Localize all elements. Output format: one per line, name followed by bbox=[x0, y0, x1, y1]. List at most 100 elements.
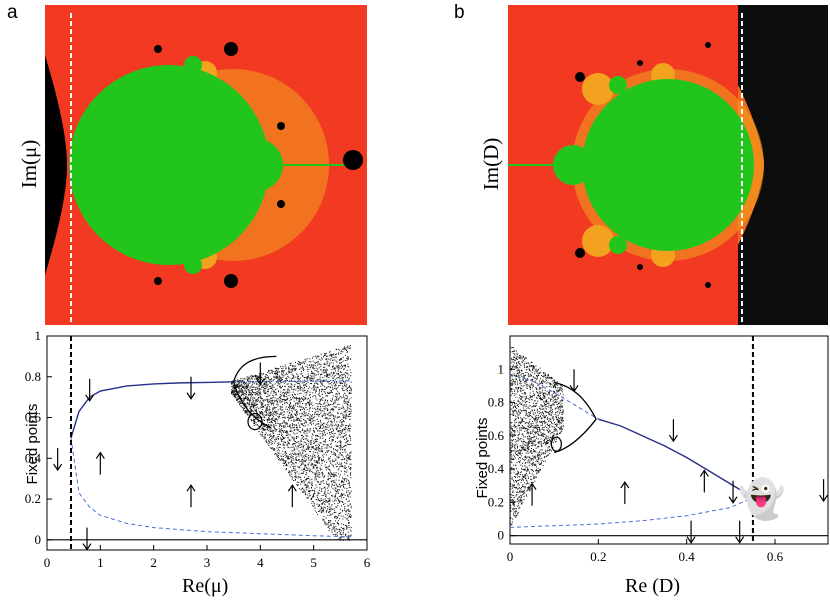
chaos-dot bbox=[289, 372, 291, 374]
chaos-dot bbox=[522, 427, 524, 429]
chaos-dot bbox=[514, 409, 516, 411]
chaos-dot bbox=[311, 417, 313, 419]
chaos-dot bbox=[325, 352, 327, 354]
chaos-dot bbox=[253, 421, 255, 423]
chaos-dot bbox=[526, 404, 528, 406]
chaos-dot bbox=[520, 395, 522, 397]
chaos-dot bbox=[313, 368, 315, 370]
chaos-dot bbox=[350, 472, 352, 474]
chaos-dot bbox=[236, 384, 238, 386]
chaos-dot bbox=[513, 405, 515, 407]
chaos-dot bbox=[340, 374, 342, 376]
chaos-dot bbox=[344, 364, 346, 366]
chaos-dot bbox=[342, 510, 344, 512]
chaos-dot bbox=[260, 400, 262, 402]
chaos-dot bbox=[231, 386, 233, 388]
chaos-dot bbox=[322, 501, 324, 503]
chaos-dot bbox=[517, 498, 519, 500]
chaos-dot bbox=[286, 399, 288, 401]
chaos-dot bbox=[321, 373, 323, 375]
chaos-dot bbox=[308, 475, 310, 477]
chaos-dot bbox=[327, 369, 328, 371]
chaos-dot bbox=[238, 384, 240, 386]
chaos-dot bbox=[239, 392, 240, 394]
chaos-dot bbox=[263, 426, 265, 428]
chaos-dot bbox=[294, 437, 296, 439]
chaos-dot bbox=[288, 404, 290, 406]
chaos-dot bbox=[276, 398, 278, 400]
chaos-dot bbox=[521, 392, 523, 394]
chaos-dot bbox=[294, 465, 296, 467]
chaos-dot bbox=[300, 420, 302, 422]
chaos-dot bbox=[274, 453, 276, 455]
chaos-dot bbox=[313, 496, 315, 498]
chaos-dot bbox=[282, 436, 284, 438]
chaos-dot bbox=[308, 495, 310, 497]
chaos-dot bbox=[321, 414, 323, 416]
chaos-dot bbox=[262, 415, 264, 417]
chaos-dot bbox=[247, 402, 248, 404]
chaos-dot bbox=[345, 441, 347, 443]
chaos-dot bbox=[257, 375, 259, 377]
chaos-dot bbox=[518, 356, 520, 358]
chaos-dot bbox=[347, 457, 349, 459]
chaos-dot bbox=[277, 413, 279, 415]
chaos-dot bbox=[513, 358, 515, 360]
chaos-dot bbox=[318, 358, 320, 360]
chaos-dot bbox=[529, 373, 531, 375]
chaos-dot bbox=[339, 430, 341, 432]
chaos-dot bbox=[528, 435, 530, 437]
chaos-dot bbox=[518, 460, 520, 462]
chaos-dot bbox=[310, 378, 312, 380]
chaos-dot bbox=[328, 509, 330, 511]
chaos-dot bbox=[342, 374, 344, 376]
chaos-dot bbox=[257, 399, 259, 401]
chaos-dot bbox=[294, 468, 296, 470]
chaos-dot bbox=[332, 357, 334, 359]
chaos-dot bbox=[331, 427, 333, 429]
chaos-dot bbox=[250, 406, 252, 408]
chaos-dot bbox=[510, 499, 512, 501]
chaos-dot bbox=[239, 379, 241, 381]
chaos-dot bbox=[307, 376, 309, 378]
chaos-dot bbox=[519, 363, 521, 365]
chaos-dot bbox=[278, 459, 280, 461]
chaos-dot bbox=[341, 359, 343, 361]
chaos-dot bbox=[307, 413, 309, 415]
chaos-dot bbox=[301, 480, 303, 482]
chaos-dot bbox=[291, 455, 293, 457]
chaos-dot bbox=[241, 388, 243, 390]
chaos-dot bbox=[328, 404, 330, 406]
chaos-dot bbox=[296, 425, 298, 427]
chaos-dot bbox=[521, 396, 523, 398]
chaos-scatter bbox=[231, 344, 352, 541]
chaos-dot bbox=[295, 414, 296, 416]
chaos-dot bbox=[515, 350, 517, 352]
chaos-dot bbox=[517, 439, 519, 441]
chaos-dot bbox=[319, 389, 320, 391]
chaos-dot bbox=[295, 475, 297, 477]
chaos-dot bbox=[318, 409, 320, 411]
chaos-dot bbox=[513, 511, 515, 513]
chaos-dot bbox=[270, 370, 272, 372]
chaos-dot bbox=[314, 491, 316, 493]
chaos-dot bbox=[511, 376, 513, 378]
chaos-dot bbox=[258, 394, 260, 396]
chaos-dot bbox=[333, 447, 335, 449]
chaos-dot bbox=[528, 414, 530, 416]
chaos-dot bbox=[344, 401, 346, 403]
y-tick-label: 1 bbox=[35, 328, 42, 343]
chaos-dot bbox=[529, 442, 531, 444]
chaos-dot bbox=[511, 384, 513, 386]
chaos-dot bbox=[282, 395, 284, 397]
chaos-dot bbox=[284, 444, 286, 446]
chaos-dot bbox=[344, 397, 346, 399]
chaos-dot bbox=[311, 364, 312, 366]
chaos-dot bbox=[527, 430, 529, 432]
chaos-dot bbox=[266, 442, 268, 444]
chaos-dot bbox=[325, 427, 327, 429]
chaos-dot bbox=[347, 508, 349, 510]
chaos-dot bbox=[330, 436, 332, 438]
chaos-dot bbox=[511, 385, 513, 387]
chaos-dot bbox=[346, 536, 348, 538]
